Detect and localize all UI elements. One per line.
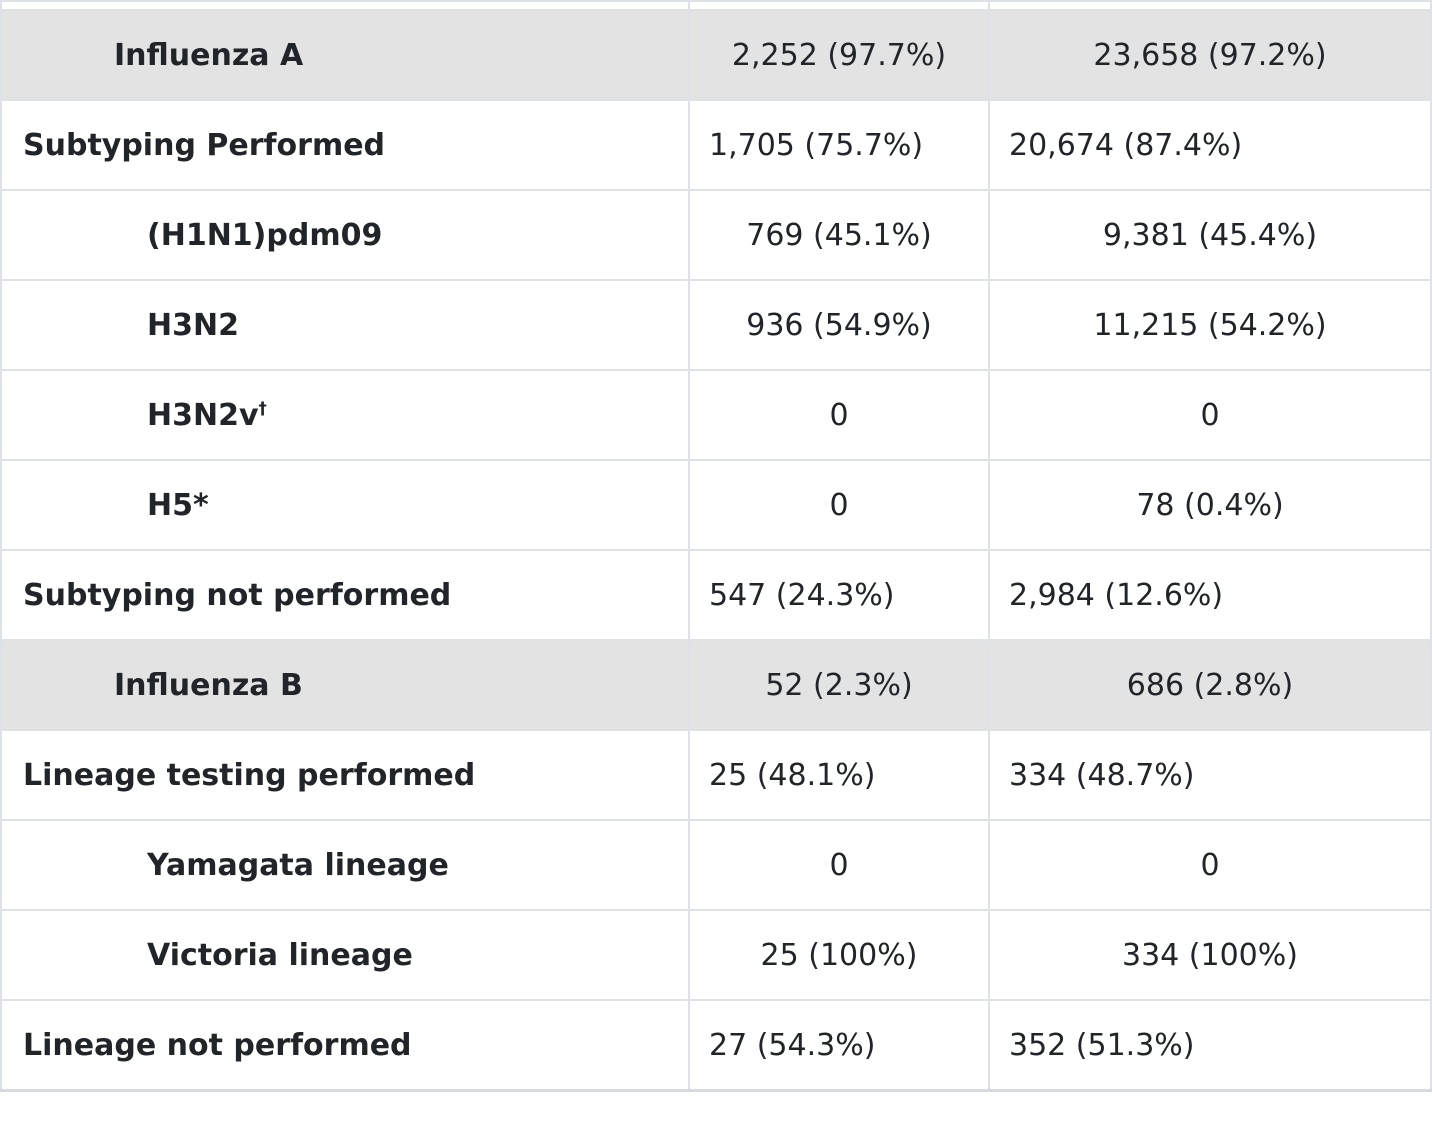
row-label: Yamagata lineage — [147, 847, 449, 883]
row-label-cell: (H1N1)pdm09 — [0, 189, 690, 281]
table-row: Lineage not performed 27 (54.3%) 352 (51… — [0, 999, 1432, 1092]
value-cell-col3: 2,984 (12.6%) — [988, 549, 1432, 641]
row-label: H3N2v — [147, 397, 259, 433]
row-label: Influenza A — [114, 37, 304, 73]
value-cell-col3: 9,381 (45.4%) — [988, 189, 1432, 281]
partial-row-top — [0, 0, 1432, 11]
value-cell-col2: 2,252 (97.7%) — [688, 9, 990, 101]
row-label: Lineage testing performed — [23, 757, 476, 793]
row-label-cell: Influenza A — [0, 9, 690, 101]
table-row: Lineage testing performed 25 (48.1%) 334… — [0, 729, 1432, 821]
row-label: Victoria lineage — [147, 937, 413, 973]
value-cell-col3: 0 — [988, 369, 1432, 461]
value-cell-col2: 547 (24.3%) — [688, 549, 990, 641]
row-label-cell: H3N2v† — [0, 369, 690, 461]
value-cell-col3: 334 (48.7%) — [988, 729, 1432, 821]
value-cell-col2: 1,705 (75.7%) — [688, 99, 990, 191]
value-cell-col2: 25 (100%) — [688, 909, 990, 1001]
table-row: H5* 0 78 (0.4%) — [0, 459, 1432, 551]
table-row: Influenza B 52 (2.3%) 686 (2.8%) — [0, 639, 1432, 731]
value-cell-col3: 686 (2.8%) — [988, 639, 1432, 731]
row-label: H5* — [147, 487, 209, 523]
row-label-cell: H5* — [0, 459, 690, 551]
row-label-cell: Yamagata lineage — [0, 819, 690, 911]
value-cell-col3: 334 (100%) — [988, 909, 1432, 1001]
row-label: (H1N1)pdm09 — [147, 217, 383, 253]
value-cell-col2: 0 — [688, 459, 990, 551]
value-cell-col2: 0 — [688, 369, 990, 461]
value-cell-col3: 78 (0.4%) — [988, 459, 1432, 551]
partial-cell — [688, 0, 990, 11]
row-label-cell: Victoria lineage — [0, 909, 690, 1001]
row-label-cell: Lineage not performed — [0, 999, 690, 1092]
row-label: Influenza B — [114, 667, 303, 703]
value-cell-col3: 11,215 (54.2%) — [988, 279, 1432, 371]
value-cell-col3: 23,658 (97.2%) — [988, 9, 1432, 101]
table-row: (H1N1)pdm09 769 (45.1%) 9,381 (45.4%) — [0, 189, 1432, 281]
row-label: Subtyping Performed — [23, 127, 386, 163]
row-label-cell: Subtyping Performed — [0, 99, 690, 191]
value-cell-col2: 25 (48.1%) — [688, 729, 990, 821]
table-row: Subtyping not performed 547 (24.3%) 2,98… — [0, 549, 1432, 641]
value-cell-col3: 0 — [988, 819, 1432, 911]
partial-cell — [988, 0, 1432, 11]
value-cell-col3: 20,674 (87.4%) — [988, 99, 1432, 191]
value-cell-col2: 769 (45.1%) — [688, 189, 990, 281]
table-body: Influenza A 2,252 (97.7%) 23,658 (97.2%)… — [0, 0, 1432, 1092]
dagger-footnote-marker: † — [258, 398, 267, 418]
table-row: Subtyping Performed 1,705 (75.7%) 20,674… — [0, 99, 1432, 191]
value-cell-col2: 52 (2.3%) — [688, 639, 990, 731]
value-cell-col2: 936 (54.9%) — [688, 279, 990, 371]
row-label-cell: H3N2 — [0, 279, 690, 371]
table-row: Yamagata lineage 0 0 — [0, 819, 1432, 911]
table-row: H3N2v† 0 0 — [0, 369, 1432, 461]
table-row: H3N2 936 (54.9%) 11,215 (54.2%) — [0, 279, 1432, 371]
partial-cell — [0, 0, 690, 11]
influenza-surveillance-table: Influenza A 2,252 (97.7%) 23,658 (97.2%)… — [0, 0, 1432, 1092]
row-label: Subtyping not performed — [23, 577, 452, 613]
table-row: Victoria lineage 25 (100%) 334 (100%) — [0, 909, 1432, 1001]
row-label-cell: Lineage testing performed — [0, 729, 690, 821]
value-cell-col2: 27 (54.3%) — [688, 999, 990, 1092]
row-label-cell: Subtyping not performed — [0, 549, 690, 641]
value-cell-col2: 0 — [688, 819, 990, 911]
row-label: Lineage not performed — [23, 1027, 412, 1063]
row-label-cell: Influenza B — [0, 639, 690, 731]
value-cell-col3: 352 (51.3%) — [988, 999, 1432, 1092]
row-label: H3N2 — [147, 307, 239, 343]
table-row: Influenza A 2,252 (97.7%) 23,658 (97.2%) — [0, 9, 1432, 101]
